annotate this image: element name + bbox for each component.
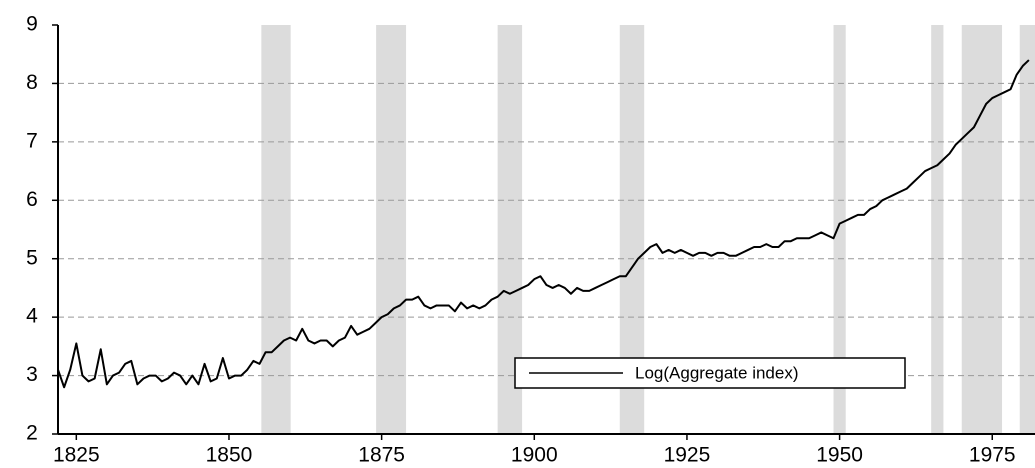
x-tick-label: 1975 [969,444,1016,467]
x-tick-label: 1825 [53,444,100,467]
x-tick-label: 1875 [358,444,405,467]
y-tick-label: 2 [26,422,38,445]
y-tick-label: 6 [26,188,38,211]
y-tick-label: 3 [26,363,38,386]
shaded-region [261,25,291,434]
y-tick-label: 5 [26,246,38,269]
x-tick-label: 1925 [664,444,711,467]
legend-label: Log(Aggregate index) [635,363,799,382]
y-tick-label: 7 [26,129,38,152]
shaded-region [833,25,846,434]
shaded-region [376,25,407,434]
x-tick-label: 1950 [816,444,863,467]
x-tick-label: 1850 [206,444,253,467]
shaded-region [931,25,944,434]
y-tick-label: 9 [26,13,38,36]
legend: Log(Aggregate index) [514,357,906,389]
data-line [57,59,1030,389]
shaded-region [1019,25,1035,434]
y-tick-label: 4 [26,305,38,328]
y-tick-label: 8 [26,71,38,94]
x-tick-label: 1900 [511,444,558,467]
shaded-region [961,25,1003,434]
